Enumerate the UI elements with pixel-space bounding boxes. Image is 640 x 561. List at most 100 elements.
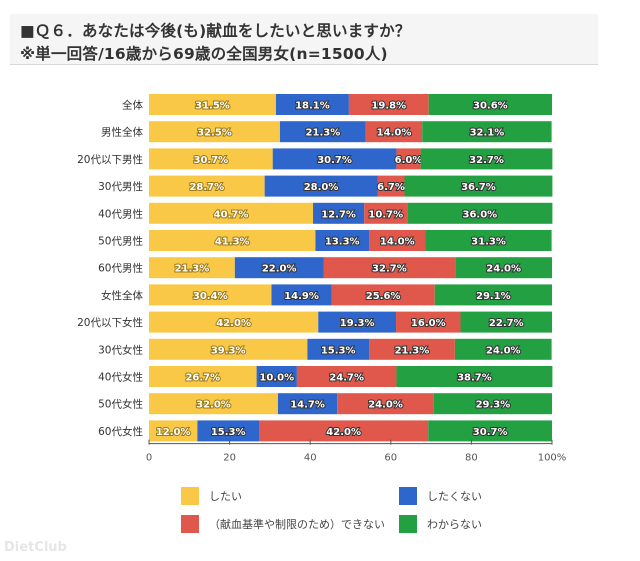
- data-label: 24.7%: [329, 373, 364, 384]
- bar-segment: [149, 366, 257, 387]
- data-label: 13.3%: [325, 237, 360, 248]
- data-label: 26.7%: [185, 373, 220, 384]
- row-label: 50代男性: [98, 235, 143, 248]
- bar-segment: [407, 202, 553, 224]
- bar-segment: [149, 311, 319, 333]
- data-label: 19.8%: [371, 101, 406, 112]
- data-label: 32.0%: [196, 400, 231, 411]
- bar-segment: [365, 121, 423, 143]
- data-label: 22.0%: [262, 264, 297, 275]
- legend-swatch: [399, 487, 417, 505]
- row-label: 60代女性: [98, 425, 143, 438]
- data-label: 39.3%: [211, 345, 246, 356]
- bar-segment: [149, 148, 273, 170]
- legend-swatch: [181, 515, 199, 533]
- data-label: 28.7%: [189, 182, 224, 193]
- bar-segment: [455, 257, 552, 279]
- x-tick-label: 40: [304, 453, 317, 464]
- data-label: 12.0%: [156, 427, 191, 438]
- bar-segment: [296, 366, 397, 387]
- row-label: 30代女性: [98, 343, 143, 356]
- row-label: 50代女性: [98, 398, 143, 411]
- data-label: 30.7%: [194, 155, 229, 166]
- data-label: 31.3%: [471, 237, 506, 248]
- data-label: 14.7%: [290, 400, 325, 411]
- bar-segment: [149, 393, 278, 415]
- data-label: 38.7%: [457, 373, 492, 384]
- data-label: 16.0%: [411, 318, 446, 329]
- data-label: 40.7%: [214, 209, 249, 220]
- x-tick-label: 60: [384, 453, 397, 464]
- chart-subtitle: ※単一回答/16歳から69歳の全国男女(n=1500人): [20, 45, 388, 63]
- bar-segment: [377, 175, 405, 197]
- row-label: 40代男性: [98, 207, 143, 220]
- legend-label: わからない: [427, 518, 482, 531]
- data-label: 24.0%: [368, 400, 403, 411]
- data-label: 41.3%: [215, 237, 250, 248]
- bar-segment: [149, 121, 280, 143]
- bar-segment: [396, 148, 421, 170]
- data-label: 24.0%: [486, 345, 521, 356]
- bar-segment: [277, 393, 338, 415]
- data-label: 14.0%: [380, 237, 415, 248]
- data-label: 14.0%: [377, 128, 412, 139]
- legend-label: したい: [209, 490, 242, 503]
- bar-segment: [420, 148, 553, 170]
- row-label: 60代男性: [98, 262, 143, 275]
- row-label: 40代女性: [98, 371, 143, 384]
- bar-segment: [149, 257, 235, 279]
- bar-segment: [271, 284, 332, 306]
- x-tick-label: 20: [223, 453, 236, 464]
- bar-segment: [364, 202, 408, 224]
- bar-segment: [149, 420, 198, 442]
- data-label: 21.3%: [306, 128, 341, 139]
- bar-segment: [307, 338, 370, 360]
- bar-segment: [149, 230, 316, 251]
- data-label: 21.3%: [175, 264, 210, 275]
- bar-segment: [234, 257, 324, 279]
- watermark-logo: DietClub: [4, 540, 67, 555]
- data-label: 36.7%: [461, 182, 496, 193]
- row-label: 30代男性: [98, 180, 143, 193]
- bar-segment: [313, 202, 365, 224]
- bar-segment: [259, 420, 429, 442]
- data-label: 15.3%: [321, 345, 356, 356]
- bar-segment: [396, 366, 553, 387]
- bar-segment: [460, 311, 552, 333]
- row-label: 全体: [122, 99, 143, 112]
- data-label: 19.3%: [340, 318, 375, 329]
- bar-segment: [275, 94, 349, 115]
- data-label: 15.3%: [211, 427, 246, 438]
- bar-segment: [149, 175, 265, 197]
- bar-segment: [404, 175, 553, 197]
- legend-swatch: [181, 487, 199, 505]
- data-label: 32.7%: [372, 264, 407, 275]
- bar-segment: [337, 393, 434, 415]
- row-label: 女性全体: [101, 289, 143, 302]
- bar-segment: [369, 230, 426, 251]
- legend-swatch: [399, 515, 417, 533]
- bar-segment: [149, 202, 314, 224]
- legend-label: したくない: [427, 490, 482, 503]
- bar-segment: [149, 284, 272, 306]
- data-label: 32.7%: [469, 155, 504, 166]
- data-label: 21.3%: [395, 345, 430, 356]
- data-label: 30.7%: [317, 155, 352, 166]
- bar-segment: [256, 366, 297, 387]
- bar-segment: [428, 420, 552, 442]
- bar-segment: [454, 338, 552, 360]
- bar-segment: [428, 94, 552, 115]
- data-label: 10.0%: [259, 373, 294, 384]
- data-label: 42.0%: [216, 318, 251, 329]
- bar-segment: [425, 230, 552, 251]
- data-label: 30.6%: [473, 101, 508, 112]
- x-tick-label: 80: [465, 453, 478, 464]
- data-label: 22.7%: [489, 318, 524, 329]
- data-label: 25.6%: [366, 291, 401, 302]
- data-label: 18.1%: [295, 101, 330, 112]
- data-label: 32.1%: [470, 128, 505, 139]
- row-label: 20代以下女性: [77, 316, 143, 329]
- bar-segment: [149, 94, 276, 115]
- bar-segment: [369, 338, 455, 360]
